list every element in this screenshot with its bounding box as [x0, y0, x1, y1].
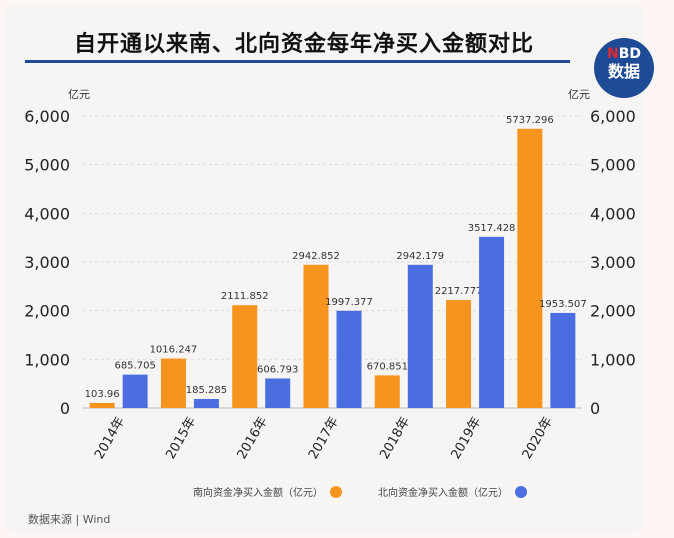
data-label: 2942.852	[292, 251, 340, 262]
y-tick-right: 0	[590, 399, 600, 418]
bar-south	[374, 375, 400, 408]
bar-north	[193, 398, 219, 408]
y-tick-left: 6,000	[24, 107, 70, 126]
data-source: 数据来源 | Wind	[28, 513, 111, 526]
y-tick-left: 2,000	[24, 302, 70, 321]
y-tick-right: 3,000	[590, 253, 636, 272]
y-tick-left: 5,000	[24, 156, 70, 175]
data-label: 1997.377	[325, 297, 373, 308]
nbd-logo: NBD 数据	[594, 38, 654, 98]
legend-label: 北向资金净买入金额（亿元）	[378, 486, 508, 499]
y-tick-left: 0	[60, 399, 70, 418]
x-tick-label: 2018年	[377, 415, 413, 462]
y-tick-right: 1,000	[590, 350, 636, 369]
bar-south	[446, 300, 472, 408]
data-label: 685.705	[114, 361, 155, 372]
data-label: 2111.852	[221, 291, 269, 302]
x-tick-label: 2017年	[306, 415, 342, 462]
y-tick-right: 4,000	[590, 204, 636, 223]
title-rule	[25, 60, 570, 63]
chart-title: 自开通以来南、北向资金每年净买入金额对比	[74, 32, 535, 57]
x-tick-label: 2019年	[448, 414, 484, 461]
data-label: 1953.507	[539, 299, 587, 310]
legend-swatch	[330, 486, 342, 498]
data-label: 5737.296	[506, 115, 554, 126]
data-label: 185.285	[186, 385, 227, 396]
y-tick-right: 5,000	[590, 156, 636, 175]
bar-south	[89, 402, 115, 408]
y-unit-right: 亿元	[568, 88, 590, 101]
data-label: 103.96	[85, 389, 120, 400]
data-label: 2217.777	[435, 286, 483, 297]
bar-south	[232, 305, 258, 408]
legend-swatch	[515, 486, 527, 498]
y-tick-right: 2,000	[590, 302, 636, 321]
x-tick-label: 2016年	[235, 415, 271, 462]
bar-south	[303, 264, 329, 408]
bar-north	[479, 236, 505, 408]
data-label: 1016.247	[150, 345, 198, 356]
x-tick-label: 2015年	[163, 415, 199, 462]
data-label: 2942.179	[396, 251, 444, 262]
bar-south	[160, 358, 186, 408]
data-label: 3517.428	[468, 223, 516, 234]
bar-north	[122, 374, 148, 408]
y-tick-left: 1,000	[24, 350, 70, 369]
y-unit-left: 亿元	[68, 88, 90, 101]
bar-south	[517, 128, 543, 409]
x-tick-label: 2020年	[520, 415, 556, 462]
legend-label: 南向资金净买入金额（亿元）	[193, 486, 323, 499]
bar-north	[336, 310, 362, 408]
bar-north	[265, 378, 291, 408]
y-tick-right: 6,000	[590, 107, 636, 126]
y-tick-left: 4,000	[24, 204, 70, 223]
data-label: 606.793	[257, 364, 298, 375]
bar-north	[407, 264, 433, 408]
x-tick-label: 2014年	[92, 415, 128, 462]
y-tick-left: 3,000	[24, 253, 70, 272]
data-label: 670.851	[367, 361, 408, 372]
bar-north	[550, 312, 576, 408]
